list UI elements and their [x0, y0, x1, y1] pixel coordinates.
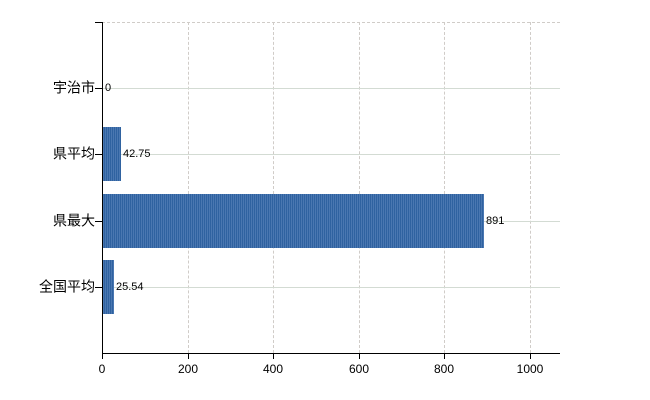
x-axis-tick: [359, 354, 360, 359]
x-tick-label: 200: [177, 362, 199, 376]
category-label: 宇治市: [53, 79, 95, 96]
v-gridline: [188, 22, 189, 353]
bar: [103, 260, 114, 314]
y-axis: [102, 22, 103, 354]
x-tick-label: 400: [262, 362, 284, 376]
x-axis-tick: [530, 354, 531, 359]
y-axis-tick: [95, 88, 102, 89]
v-gridline: [359, 22, 360, 353]
plot-top-border: [102, 22, 560, 23]
x-tick-label: 600: [348, 362, 370, 376]
x-axis-tick: [188, 354, 189, 359]
y-axis-tick: [95, 154, 102, 155]
x-tick-label: 0: [98, 362, 106, 376]
x-tick-label: 800: [433, 362, 455, 376]
category-label: 全国平均: [39, 278, 95, 295]
h-gridline: [102, 88, 560, 89]
x-axis: [102, 353, 560, 354]
bar: [103, 194, 484, 248]
x-tick-label: 1000: [516, 362, 544, 376]
category-label: 県平均: [53, 145, 95, 162]
value-label: 0: [105, 81, 112, 94]
value-label: 25.54: [116, 280, 144, 293]
category-label: 県最大: [53, 212, 95, 229]
x-axis-tick: [444, 354, 445, 359]
y-axis-tick: [95, 221, 102, 222]
value-label: 42.75: [123, 147, 151, 160]
x-axis-tick: [273, 354, 274, 359]
v-gridline: [444, 22, 445, 353]
value-label: 891: [486, 214, 505, 227]
y-axis-tick: [95, 22, 102, 23]
h-gridline: [102, 154, 560, 155]
bar: [103, 127, 121, 181]
y-axis-tick: [95, 287, 102, 288]
v-gridline: [530, 22, 531, 353]
h-gridline: [102, 287, 560, 288]
x-axis-tick: [102, 354, 103, 359]
v-gridline: [273, 22, 274, 353]
